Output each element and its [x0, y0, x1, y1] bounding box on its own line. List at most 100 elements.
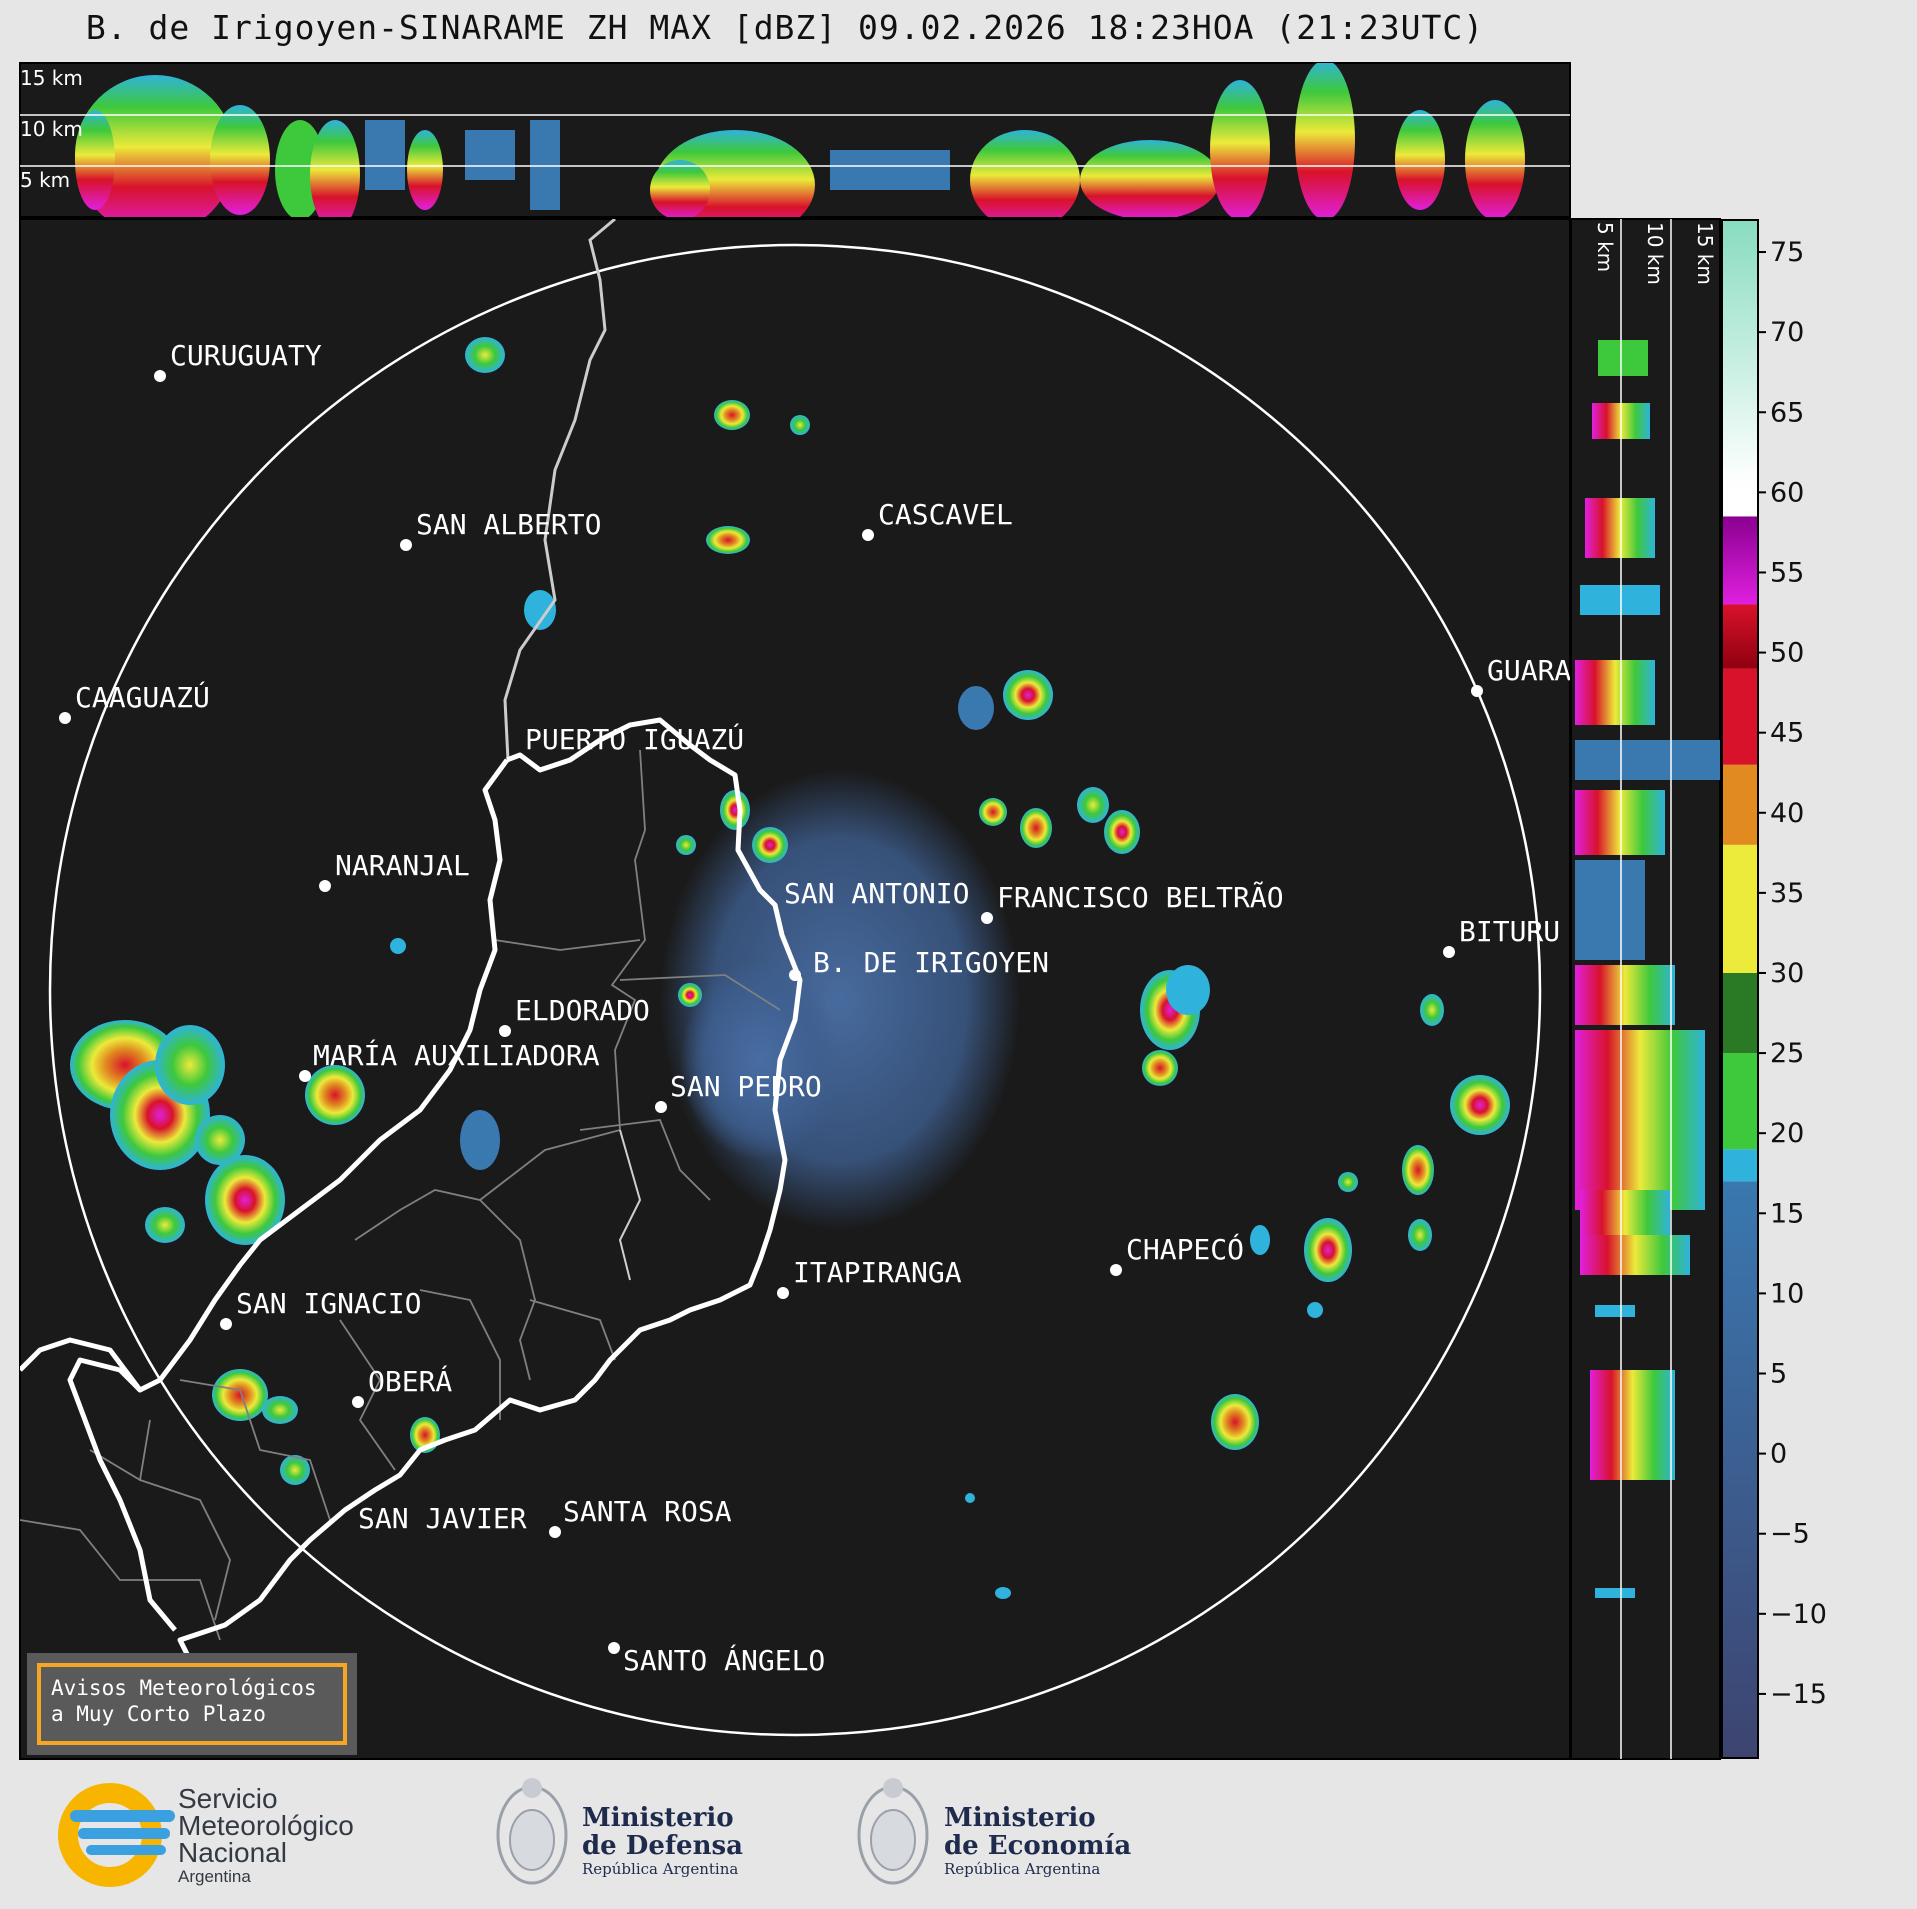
colorbar-tick-label: 40 [1770, 798, 1804, 829]
city-itapiranga: ITAPIRANGA [777, 1256, 962, 1299]
side-panel-echoes [1575, 340, 1720, 1598]
smn-name-line2: Meteorológico [178, 1810, 354, 1841]
city-label-naranjal: NARANJAL [335, 849, 470, 882]
city-san-pedro: SAN PEDRO [655, 1070, 822, 1113]
city-label-san-ignacio: SAN IGNACIO [236, 1287, 421, 1320]
top-label-15km: 15 km [20, 66, 83, 90]
colorbar-tick-label: 10 [1770, 1278, 1804, 1309]
city-eldorado: ELDORADO [499, 994, 650, 1037]
city-san-antonio: SAN ANTONIO [784, 877, 969, 910]
storm-cells [70, 337, 1510, 1599]
city-puerto-iguazu: PUERTO IGUAZÚ [525, 722, 744, 756]
city-santo-angelo: SANTO ÁNGELO [608, 1642, 825, 1677]
colorbar-tick-label: 70 [1770, 317, 1804, 348]
aviso-badge[interactable]: Avisos Meteorológicos a Muy Corto Plazo [27, 1653, 357, 1755]
smn-name-line1: Servicio [178, 1783, 278, 1814]
department-borders [20, 749, 781, 1641]
colorbar-tick-label: 20 [1770, 1118, 1804, 1149]
economia-line1: Ministerio [944, 1803, 1096, 1833]
city-markers: CURUGUATY SAN ALBERTO CASCAVEL CAAGUAZÚ … [59, 339, 1571, 1677]
secondary-border [618, 1129, 642, 1281]
colorbar-band [1722, 220, 1758, 485]
city-label-eldorado: ELDORADO [515, 994, 650, 1027]
top-label-5km: 5 km [20, 168, 70, 192]
colorbar-band [1722, 844, 1758, 973]
colorbar-tick-label: 0 [1770, 1439, 1787, 1470]
city-label-san-pedro: SAN PEDRO [670, 1070, 822, 1103]
colorbar-tick-label: 35 [1770, 878, 1804, 909]
radar-location-marker [789, 969, 801, 981]
city-label-francisco-beltrao: FRANCISCO BELTRÃO [997, 881, 1284, 914]
top-label-10km: 10 km [20, 117, 83, 141]
colorbar-band [1722, 1181, 1758, 1758]
top-panel-echoes [75, 63, 1525, 217]
city-label-bituru: BITURU [1459, 915, 1560, 948]
city-b-de-irigoyen: B. DE IRIGOYEN [813, 946, 1049, 979]
map-title: B. de Irigoyen-SINARAME ZH MAX [dBZ] 09.… [85, 8, 1485, 47]
colorbar-tick-label: 30 [1770, 958, 1804, 989]
defensa-line1: Ministerio [582, 1803, 734, 1833]
range-ring [48, 243, 1542, 1737]
top-height-panel: 15 km 10 km 5 km [19, 62, 1571, 218]
city-naranjal: NARANJAL [319, 849, 470, 892]
city-label-guara: GUARA [1487, 654, 1571, 687]
colorbar-tick-label: −15 [1770, 1679, 1827, 1710]
economia-line2: de Economía [944, 1831, 1131, 1861]
colorbar-tick-label: 55 [1770, 557, 1804, 588]
city-label-puerto-iguazu: PUERTO IGUAZÚ [525, 722, 744, 756]
side-label-5km: 5 km [1593, 222, 1617, 272]
colorbar-band [1722, 516, 1758, 605]
colorbar-band [1722, 1149, 1758, 1182]
defensa-line2: de Defensa [582, 1831, 743, 1861]
city-guara: GUARA [1471, 654, 1571, 697]
economia-logo: Ministerio de Economía República Argenti… [857, 1778, 1131, 1885]
main-radar-map: CURUGUATY SAN ALBERTO CASCAVEL CAAGUAZÚ … [19, 218, 1571, 1760]
colorbar-tick-label: −5 [1770, 1519, 1810, 1550]
colorbar-tick-label: 60 [1770, 477, 1804, 508]
country-border [20, 717, 803, 1662]
colorbar-tick-label: 15 [1770, 1198, 1804, 1229]
colorbar-band [1722, 972, 1758, 1054]
colorbar-tick-label: 50 [1770, 638, 1804, 669]
colorbar-bands [1722, 220, 1758, 1758]
city-label-san-alberto: SAN ALBERTO [416, 508, 601, 541]
city-caaguazu: CAAGUAZÚ [59, 680, 210, 724]
colorbar-tick-label: 25 [1770, 1038, 1804, 1069]
city-cascavel: CASCAVEL [862, 498, 1013, 541]
city-label-itapiranga: ITAPIRANGA [793, 1256, 962, 1289]
colorbar-band [1722, 484, 1758, 517]
colorbar-tick-label: 5 [1770, 1359, 1787, 1390]
city-chapeco: CHAPECÓ [1110, 1232, 1244, 1276]
side-label-10km: 10 km [1643, 222, 1667, 285]
colorbar-band [1722, 668, 1758, 765]
city-san-ignacio: SAN IGNACIO [220, 1287, 421, 1330]
city-maria-auxiliadora: MARÍA AUXILIADORA [299, 1038, 600, 1082]
city-label-caaguazu: CAAGUAZÚ [75, 680, 210, 714]
smn-logo: Servicio Meteorológico Nacional Argentin… [58, 1783, 354, 1887]
city-label-b-de-irigoyen: B. DE IRIGOYEN [813, 946, 1049, 979]
city-label-san-antonio: SAN ANTONIO [784, 877, 969, 910]
city-bituru: BITURU [1443, 915, 1560, 958]
city-san-alberto: SAN ALBERTO [400, 508, 601, 551]
city-label-obera: OBERÁ [368, 1364, 452, 1398]
city-obera: OBERÁ [352, 1364, 452, 1408]
city-label-santa-rosa: SANTA ROSA [563, 1495, 732, 1528]
aviso-line1: Avisos Meteorológicos [51, 1676, 317, 1700]
smn-name-line4: Argentina [178, 1867, 251, 1886]
economia-line3: República Argentina [944, 1860, 1100, 1878]
smn-name-line3: Nacional [178, 1837, 287, 1868]
side-label-15km: 15 km [1693, 222, 1717, 285]
city-santa-rosa: SANTA ROSA [549, 1495, 732, 1538]
river-line [503, 219, 616, 761]
defensa-logo: Ministerio de Defensa República Argentin… [496, 1778, 743, 1885]
city-label-santo-angelo: SANTO ÁNGELO [623, 1643, 825, 1677]
colorbar-tick-label: 65 [1770, 397, 1804, 428]
city-label-cascavel: CASCAVEL [878, 498, 1013, 531]
aviso-line2: a Muy Corto Plazo [51, 1702, 266, 1726]
defensa-line3: República Argentina [582, 1860, 738, 1878]
colorbar-band [1722, 764, 1758, 845]
city-label-maria-auxiliadora: MARÍA AUXILIADORA [313, 1038, 600, 1072]
